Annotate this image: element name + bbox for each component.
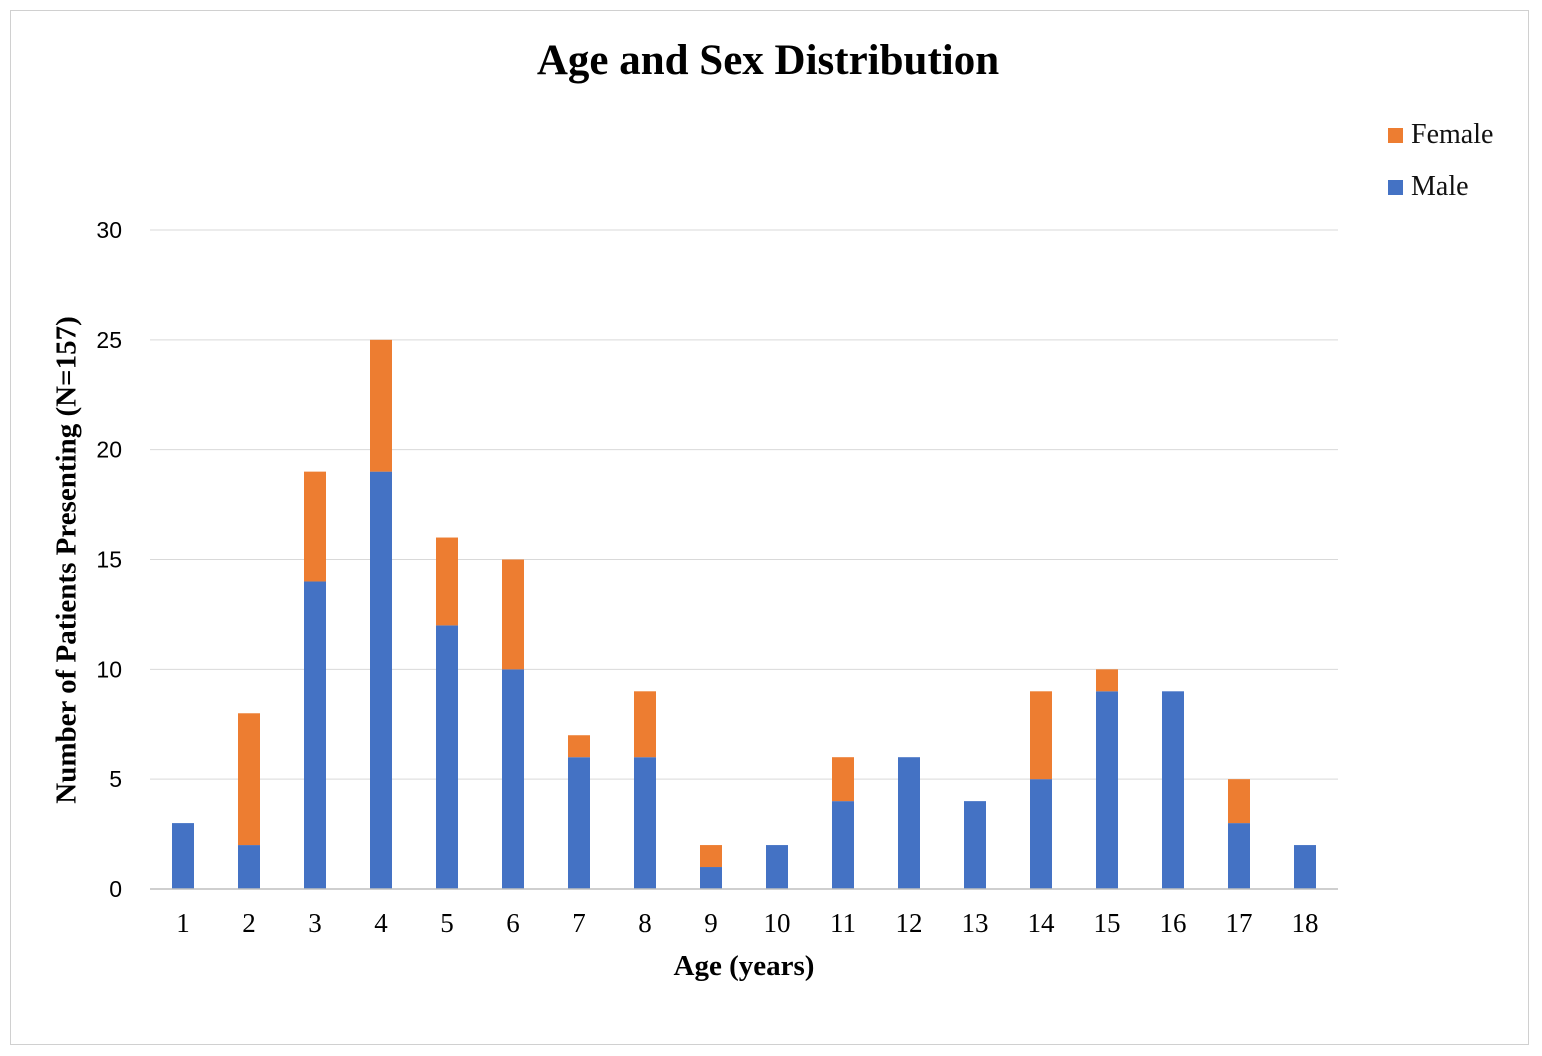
bar-male-12 [898, 757, 920, 889]
x-tick-label: 9 [704, 908, 718, 938]
bar-male-4 [370, 471, 392, 889]
bar-male-6 [502, 669, 524, 889]
bar-female-6 [502, 559, 524, 670]
legend-label-male: Male [1411, 171, 1469, 202]
chart-title: Age and Sex Distribution [536, 37, 1000, 84]
bar-female-4 [370, 339, 392, 472]
legend: Female Male [1388, 118, 1493, 222]
bar-male-10 [766, 845, 788, 889]
bar-male-16 [1162, 691, 1184, 889]
y-tick-label: 30 [96, 217, 122, 243]
y-tick-label: 10 [96, 656, 122, 682]
bar-female-14 [1030, 691, 1052, 780]
bar-male-11 [832, 801, 854, 889]
bar-female-5 [436, 537, 458, 626]
x-tick-label: 3 [308, 908, 322, 938]
x-tick-label: 5 [440, 908, 454, 938]
x-tick-label: 8 [638, 908, 652, 938]
legend-item-male: Male [1388, 170, 1493, 204]
x-tick-label: 4 [374, 908, 388, 938]
bar-male-1 [172, 823, 194, 889]
x-tick-label: 10 [764, 908, 791, 938]
bar-female-2 [238, 713, 260, 846]
y-tick-label: 20 [96, 437, 122, 463]
x-tick-label: 13 [962, 908, 989, 938]
bar-male-13 [964, 801, 986, 889]
y-tick-label: 15 [96, 547, 122, 573]
x-tick-label: 18 [1292, 908, 1319, 938]
x-tick-label: 6 [506, 908, 520, 938]
x-axis-label: Age (years) [673, 950, 815, 982]
bar-female-9 [700, 845, 722, 868]
bar-female-17 [1228, 779, 1250, 824]
x-tick-label: 16 [1160, 908, 1187, 938]
x-tick-label: 1 [176, 908, 190, 938]
bar-female-7 [568, 735, 590, 758]
bar-female-3 [304, 471, 326, 582]
bar-male-7 [568, 757, 590, 889]
y-tick-label: 0 [109, 876, 122, 902]
legend-label-female: Female [1411, 119, 1494, 150]
bar-male-2 [238, 845, 260, 889]
legend-item-female: Female [1388, 118, 1493, 152]
bar-male-9 [700, 867, 722, 889]
bar-female-11 [832, 757, 854, 802]
bar-male-17 [1228, 823, 1250, 889]
x-tick-label: 14 [1028, 908, 1056, 938]
bar-male-18 [1294, 845, 1316, 889]
bar-male-14 [1030, 779, 1052, 889]
x-tick-label: 2 [242, 908, 256, 938]
x-tick-label: 11 [830, 908, 856, 938]
bar-male-5 [436, 625, 458, 889]
y-tick-label: 25 [96, 327, 122, 353]
x-tick-label: 12 [896, 908, 923, 938]
x-tick-label: 15 [1094, 908, 1121, 938]
bar-male-8 [634, 757, 656, 889]
y-tick-label: 5 [109, 766, 122, 792]
x-tick-label: 7 [572, 908, 586, 938]
x-tick-label: 17 [1226, 908, 1253, 938]
bar-female-15 [1096, 669, 1118, 692]
bar-male-3 [304, 581, 326, 889]
bar-female-8 [634, 691, 656, 758]
bar-male-15 [1096, 691, 1118, 889]
legend-swatch-female [1388, 127, 1403, 143]
legend-swatch-male [1388, 179, 1403, 195]
